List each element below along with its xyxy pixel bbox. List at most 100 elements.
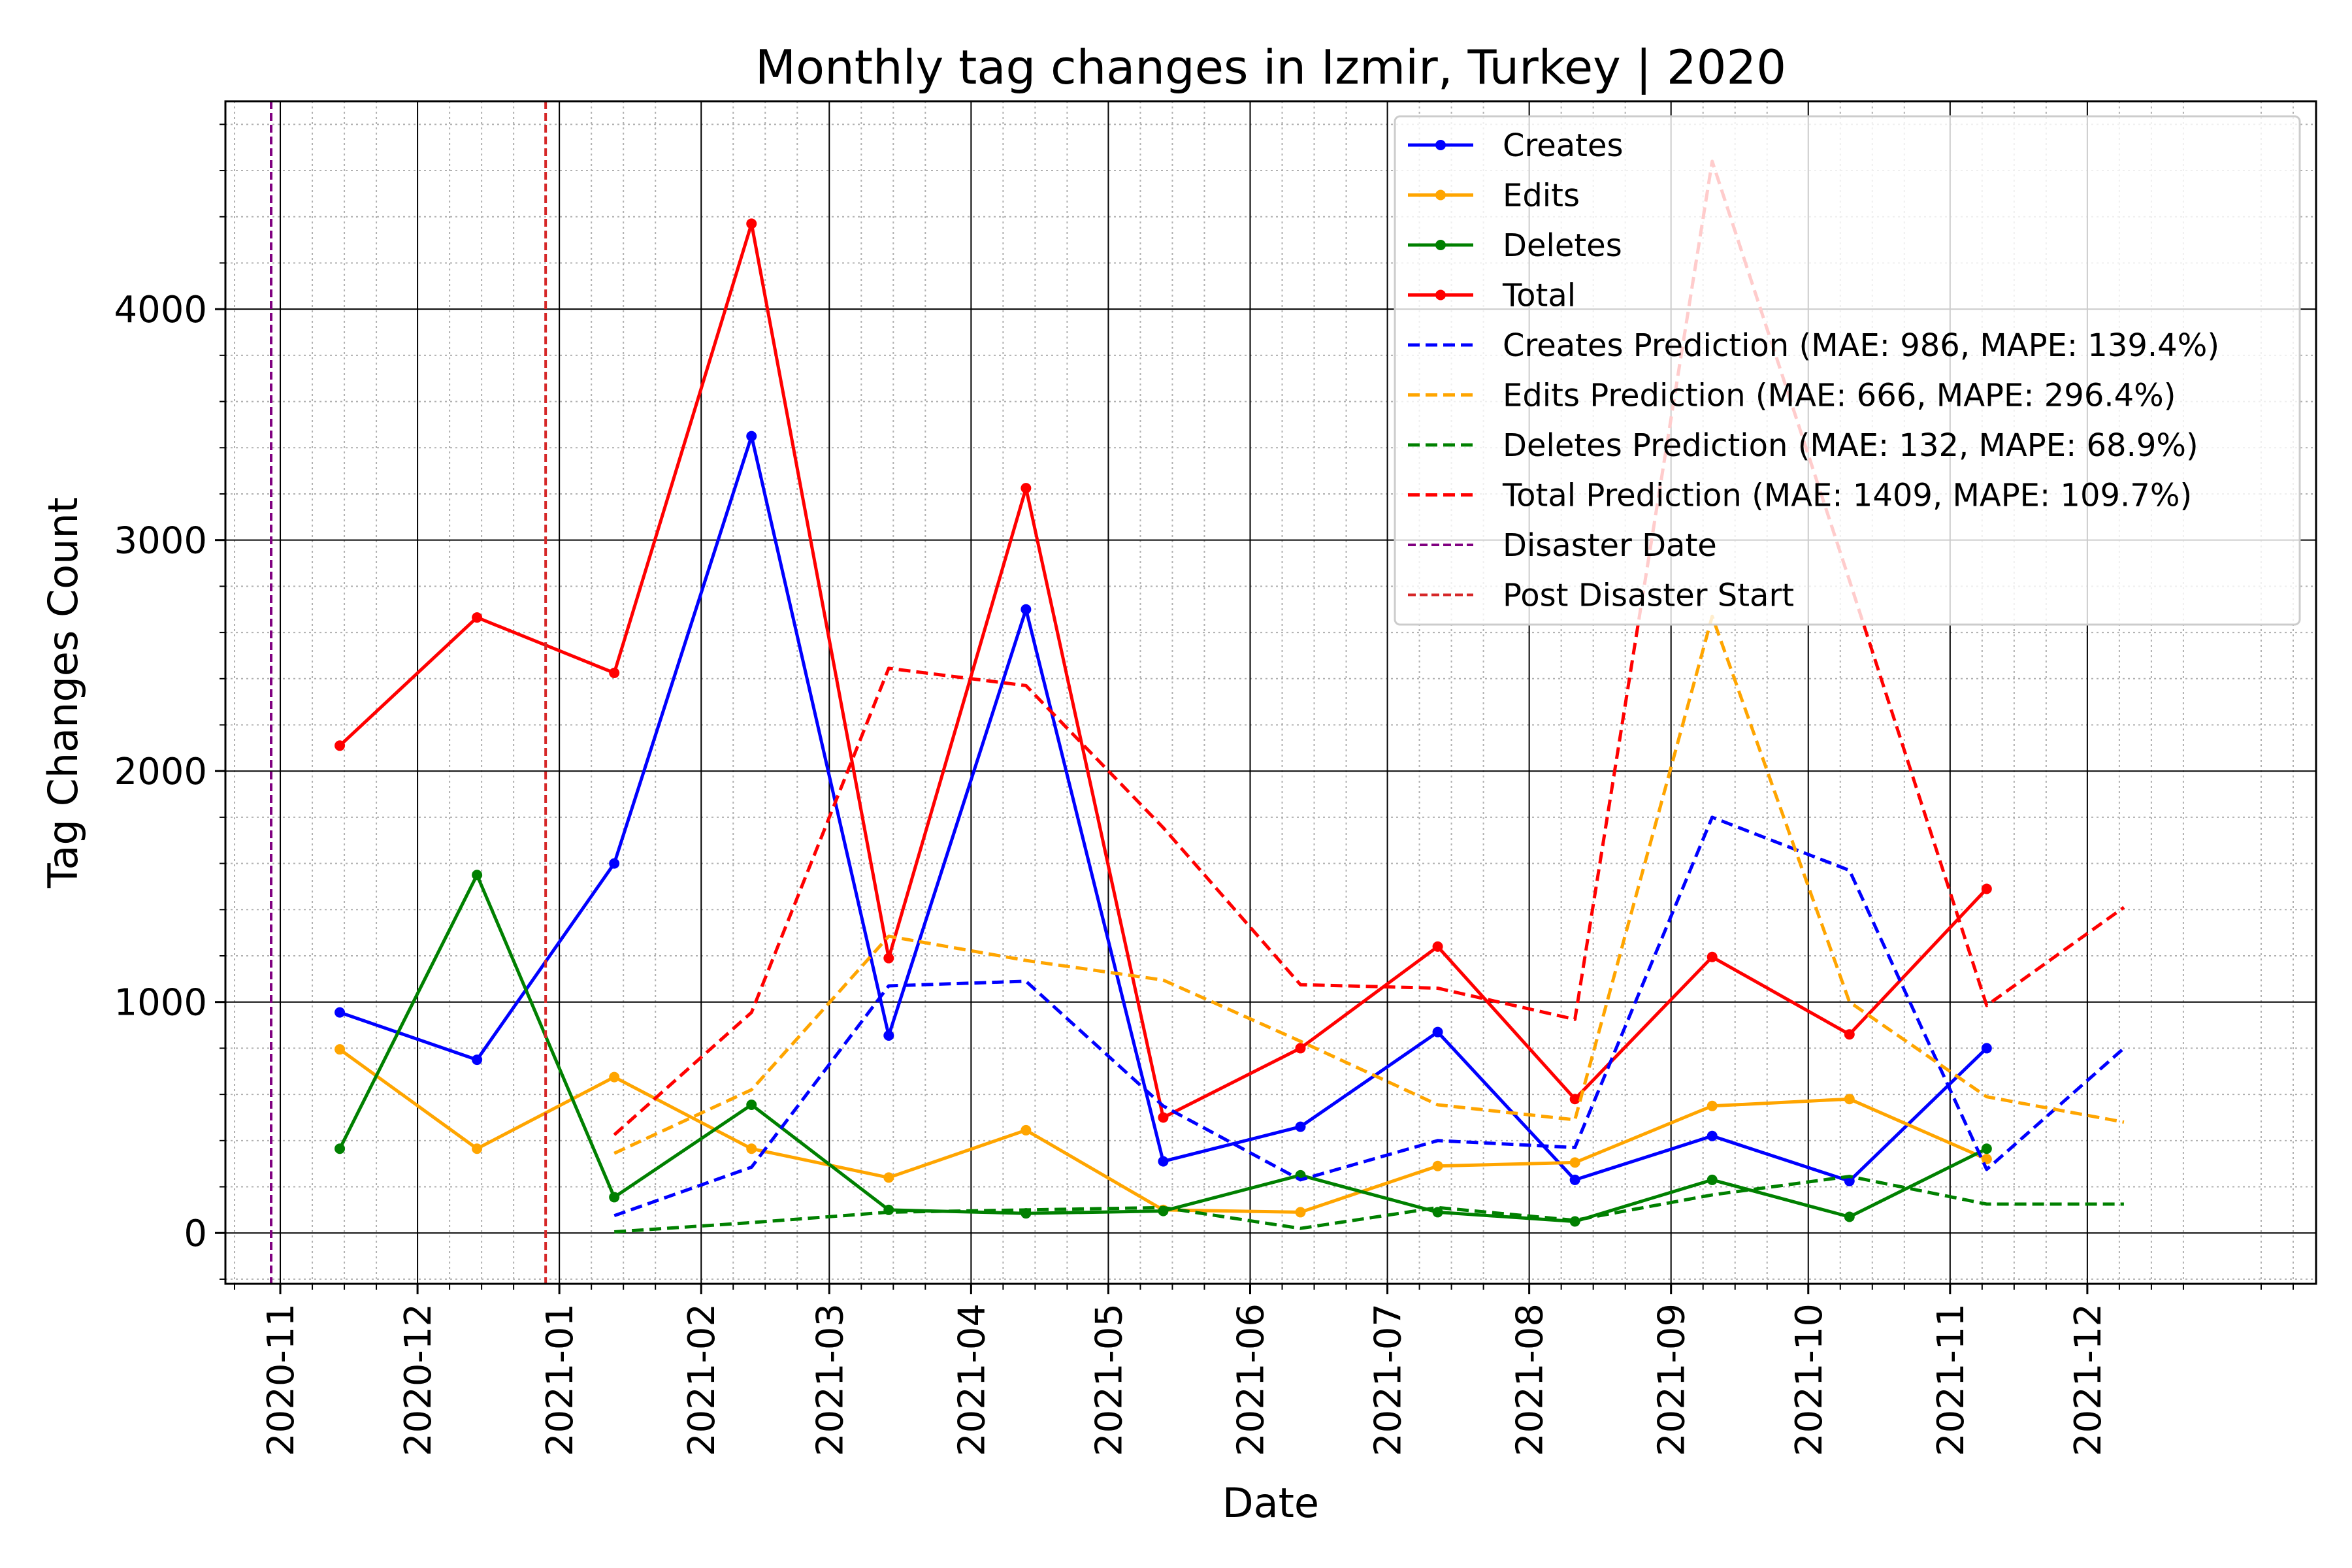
data-point <box>1295 1207 1306 1218</box>
y-axis-label: Tag Changes Count <box>39 497 87 889</box>
data-point <box>335 1143 346 1154</box>
x-tick-label: 2021-12 <box>2067 1303 2110 1456</box>
data-point <box>746 1143 757 1154</box>
vertical-lines <box>270 101 547 1284</box>
data-point <box>746 1100 757 1111</box>
data-point <box>1569 1157 1580 1168</box>
legend-item: Creates <box>1408 127 1624 164</box>
x-tick-label: 2021-04 <box>951 1303 993 1456</box>
data-point <box>335 1044 346 1055</box>
prediction-line <box>613 614 2125 1155</box>
legend-marker <box>1435 289 1446 301</box>
x-tick-label: 2021-08 <box>1509 1303 1552 1456</box>
legend: Creates Edits Deletes Total Creates Predicti… <box>1394 115 2301 626</box>
data-point <box>1432 1026 1443 1037</box>
data-point <box>1295 1121 1306 1132</box>
x-tick-label: 2020-12 <box>397 1303 440 1456</box>
x-tick-label: 2021-07 <box>1367 1303 1410 1456</box>
prediction-line <box>613 815 2125 1218</box>
series-3 <box>335 218 1992 1123</box>
data-point <box>1432 1160 1443 1171</box>
y-tick-label: 0 <box>184 1213 207 1255</box>
data-point <box>1981 1154 1992 1165</box>
legend-item: Deletes Prediction (MAE: 132, MAPE: 68.9… <box>1408 427 2198 464</box>
legend-item: Total Prediction (MAE: 1409, MAPE: 109.7… <box>1408 478 2192 514</box>
data-point <box>335 1007 346 1018</box>
data-point <box>883 1030 894 1041</box>
legend-label: Deletes <box>1503 227 1622 264</box>
x-tick-label: 2021-10 <box>1788 1303 1831 1456</box>
data-point <box>1158 1156 1169 1167</box>
series-7 <box>613 159 2125 1136</box>
data-point <box>609 1192 620 1203</box>
legend-label: Disaster Date <box>1503 527 1717 564</box>
y-tick-label: 3000 <box>114 520 207 563</box>
prediction-line <box>614 1175 2124 1233</box>
legend-item: Edits Prediction (MAE: 666, MAPE: 296.4%… <box>1408 378 2176 414</box>
data-point <box>335 740 346 751</box>
legend-marker <box>1435 189 1446 201</box>
data-point <box>746 431 757 442</box>
legend-label: Creates Prediction (MAE: 986, MAPE: 139.… <box>1503 327 2219 364</box>
series-layer <box>335 159 2125 1233</box>
legend-label: Deletes Prediction (MAE: 132, MAPE: 68.9… <box>1503 427 2198 464</box>
x-tick-label: 2020-11 <box>260 1303 302 1456</box>
data-point <box>883 953 894 964</box>
series-4 <box>613 815 2125 1218</box>
data-point <box>472 1143 483 1154</box>
data-point <box>1707 951 1718 962</box>
x-tick-label: 2021-03 <box>809 1303 851 1456</box>
data-point <box>1295 1043 1306 1054</box>
x-tick-label: 2021-06 <box>1230 1303 1272 1456</box>
data-point <box>1021 604 1032 615</box>
data-point <box>1021 1124 1032 1135</box>
legend-item: Disaster Date <box>1408 527 1717 564</box>
x-tick-label: 2021-11 <box>1930 1303 1972 1456</box>
legend-item: Deletes <box>1408 227 1622 264</box>
data-point <box>609 1071 620 1083</box>
axis-ticks: 0 1000 2000 3000 4000 2020-11 2020-12 2021-01 20… <box>114 123 2294 1456</box>
plot-frame <box>224 100 2317 1285</box>
data-point <box>609 858 620 869</box>
data-point <box>1158 1112 1169 1123</box>
data-point <box>1844 1029 1855 1040</box>
x-tick-label: 2021-05 <box>1088 1303 1130 1456</box>
x-tick-label: 2021-09 <box>1651 1303 1693 1456</box>
data-point <box>1569 1094 1580 1105</box>
data-point <box>609 667 620 678</box>
data-point <box>1707 1174 1718 1185</box>
legend-marker <box>1435 240 1446 250</box>
data-point <box>1432 1207 1443 1218</box>
data-point <box>1981 1043 1992 1054</box>
legend-label: Post Disaster Start <box>1503 578 1794 614</box>
y-tick-label: 4000 <box>114 289 207 331</box>
major-grid <box>225 101 2316 1284</box>
data-point <box>1569 1174 1580 1185</box>
legend-item: Total <box>1408 278 1576 314</box>
data-point <box>472 870 483 881</box>
series-2 <box>335 870 1992 1227</box>
data-point <box>1707 1130 1718 1141</box>
legend-item: Creates Prediction (MAE: 986, MAPE: 139.… <box>1408 327 2219 364</box>
y-tick-label: 1000 <box>114 982 207 1024</box>
data-point <box>1707 1100 1718 1111</box>
data-point <box>1432 941 1443 952</box>
x-axis-label: Date <box>1222 1479 1319 1527</box>
legend-label: Creates <box>1503 127 1624 164</box>
legend-label: Total Prediction (MAE: 1409, MAPE: 109.7… <box>1502 478 2192 514</box>
series-5 <box>613 614 2125 1155</box>
data-point <box>746 218 757 229</box>
data-point <box>1981 883 1992 894</box>
legend-label: Edits <box>1503 178 1580 214</box>
data-point <box>1844 1211 1855 1222</box>
legend-item: Post Disaster Start <box>1408 578 1794 614</box>
x-tick-label: 2021-02 <box>681 1303 723 1456</box>
legend-marker <box>1435 140 1446 150</box>
legend-box <box>1394 115 2301 626</box>
legend-item: Edits <box>1408 178 1580 214</box>
data-point <box>472 1054 483 1066</box>
y-tick-label: 2000 <box>114 751 207 793</box>
data-point <box>1021 483 1032 494</box>
series-6 <box>614 1175 2124 1233</box>
